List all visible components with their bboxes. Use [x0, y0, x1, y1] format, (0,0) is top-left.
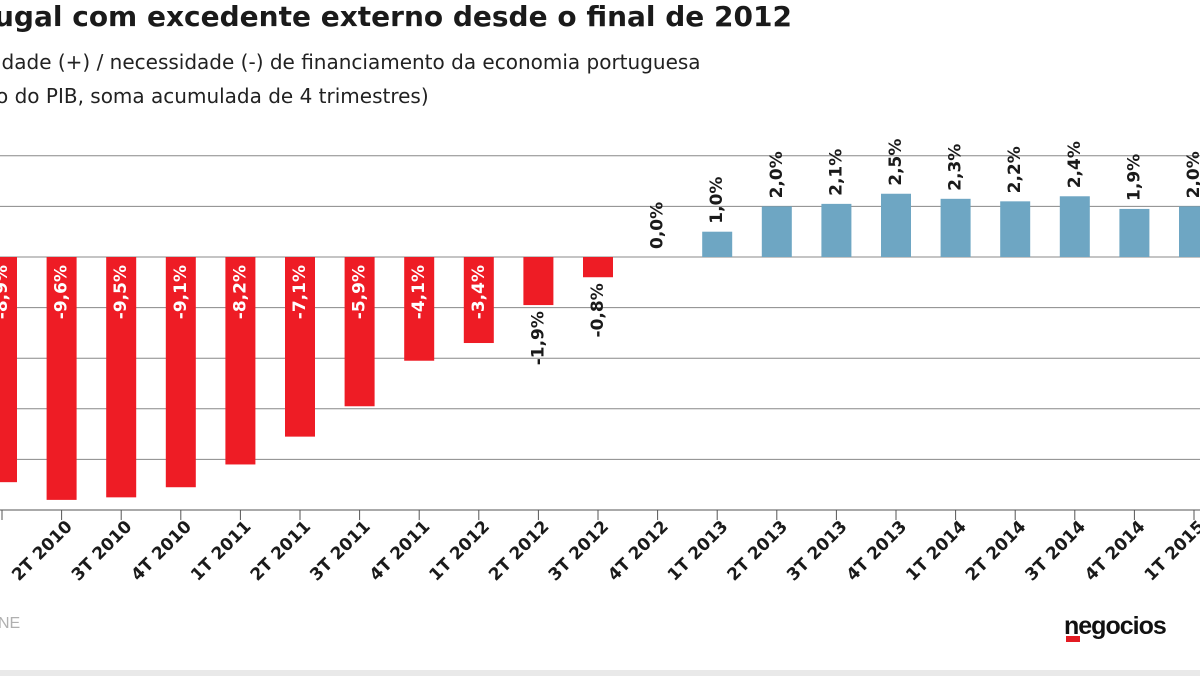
x-tick-label: 3T 2013	[783, 517, 851, 585]
x-tick-label: 1T 2012	[426, 517, 494, 585]
data-label: 2,2%	[1005, 146, 1025, 193]
x-tick-label: 1T 2011	[187, 517, 255, 585]
x-tick-label: 4T 2012	[604, 517, 672, 585]
data-label: 2,0%	[1184, 151, 1200, 198]
x-tick-label: 3T 2012	[545, 517, 613, 585]
data-label: -4,1%	[409, 265, 429, 319]
data-label: 2,4%	[1065, 141, 1085, 188]
data-label: -8,2%	[230, 265, 250, 319]
bar	[106, 257, 137, 498]
data-label: 1,0%	[707, 177, 727, 224]
data-label: 0,0%	[648, 202, 668, 249]
chart-subtitle: idade (+) / necessidade (-) de financiam…	[0, 50, 701, 74]
bar	[1000, 201, 1031, 257]
x-tick-label: 2T 2013	[724, 517, 792, 585]
data-label: -0,8%	[588, 283, 608, 337]
bar	[1179, 206, 1200, 257]
x-tick-label: 1T 2015	[1141, 517, 1200, 585]
bar	[583, 257, 613, 278]
data-label: -7,1%	[290, 265, 310, 319]
negocios-logo: negocios	[1064, 612, 1167, 640]
bar	[463, 257, 494, 344]
data-label: -3,4%	[469, 265, 489, 319]
data-label: -9,5%	[111, 265, 131, 319]
data-label: 2,3%	[946, 144, 966, 191]
bar	[1059, 196, 1090, 257]
data-label: 2,1%	[826, 149, 846, 196]
bar	[821, 203, 852, 257]
bar	[46, 257, 77, 500]
bar	[165, 257, 196, 488]
x-tick-label: 4T 2013	[843, 517, 911, 585]
data-label: 1,9%	[1124, 154, 1144, 201]
data-label: 2,5%	[886, 139, 906, 186]
bar	[761, 206, 792, 257]
chart-subtitle-units: o do PIB, soma acumulada de 4 trimestres…	[0, 84, 429, 108]
x-tick-label: 2T 2012	[485, 517, 553, 585]
data-label: -1,9%	[528, 311, 548, 365]
x-tick-label: 4T 2010	[128, 517, 196, 585]
x-tick-label: 2T 2011	[247, 517, 315, 585]
bar	[225, 257, 256, 465]
data-label: -8,9%	[0, 265, 12, 319]
bar	[881, 193, 911, 257]
x-tick-label: 3T 2014	[1022, 517, 1090, 585]
data-label: -5,9%	[350, 265, 370, 319]
bar	[0, 257, 17, 483]
chart-title: ugal com excedente externo desde o final…	[0, 0, 792, 33]
x-tick-label: 3T 2010	[68, 517, 136, 585]
bar	[404, 257, 435, 361]
x-tick-label: 2T 2014	[962, 517, 1030, 585]
x-tick-label: 1T 2013	[664, 517, 732, 585]
x-tick-label: 4T 2011	[366, 517, 434, 585]
logo-accent	[1066, 636, 1080, 642]
bar	[702, 231, 733, 257]
bar	[1119, 208, 1150, 257]
bar	[940, 198, 971, 257]
x-tick-label: 4T 2014	[1081, 517, 1149, 585]
data-label: -9,1%	[171, 265, 191, 319]
data-label: -9,6%	[52, 265, 72, 319]
bar	[285, 257, 315, 437]
data-label: 2,0%	[767, 151, 787, 198]
x-tick-label: 2T 2010	[8, 517, 76, 585]
source-note: NE	[0, 615, 21, 632]
footer-divider	[0, 670, 1200, 676]
bar	[344, 257, 375, 407]
x-tick-label: 1T 2014	[902, 517, 970, 585]
bar	[523, 257, 554, 306]
x-tick-label: 3T 2011	[306, 517, 374, 585]
